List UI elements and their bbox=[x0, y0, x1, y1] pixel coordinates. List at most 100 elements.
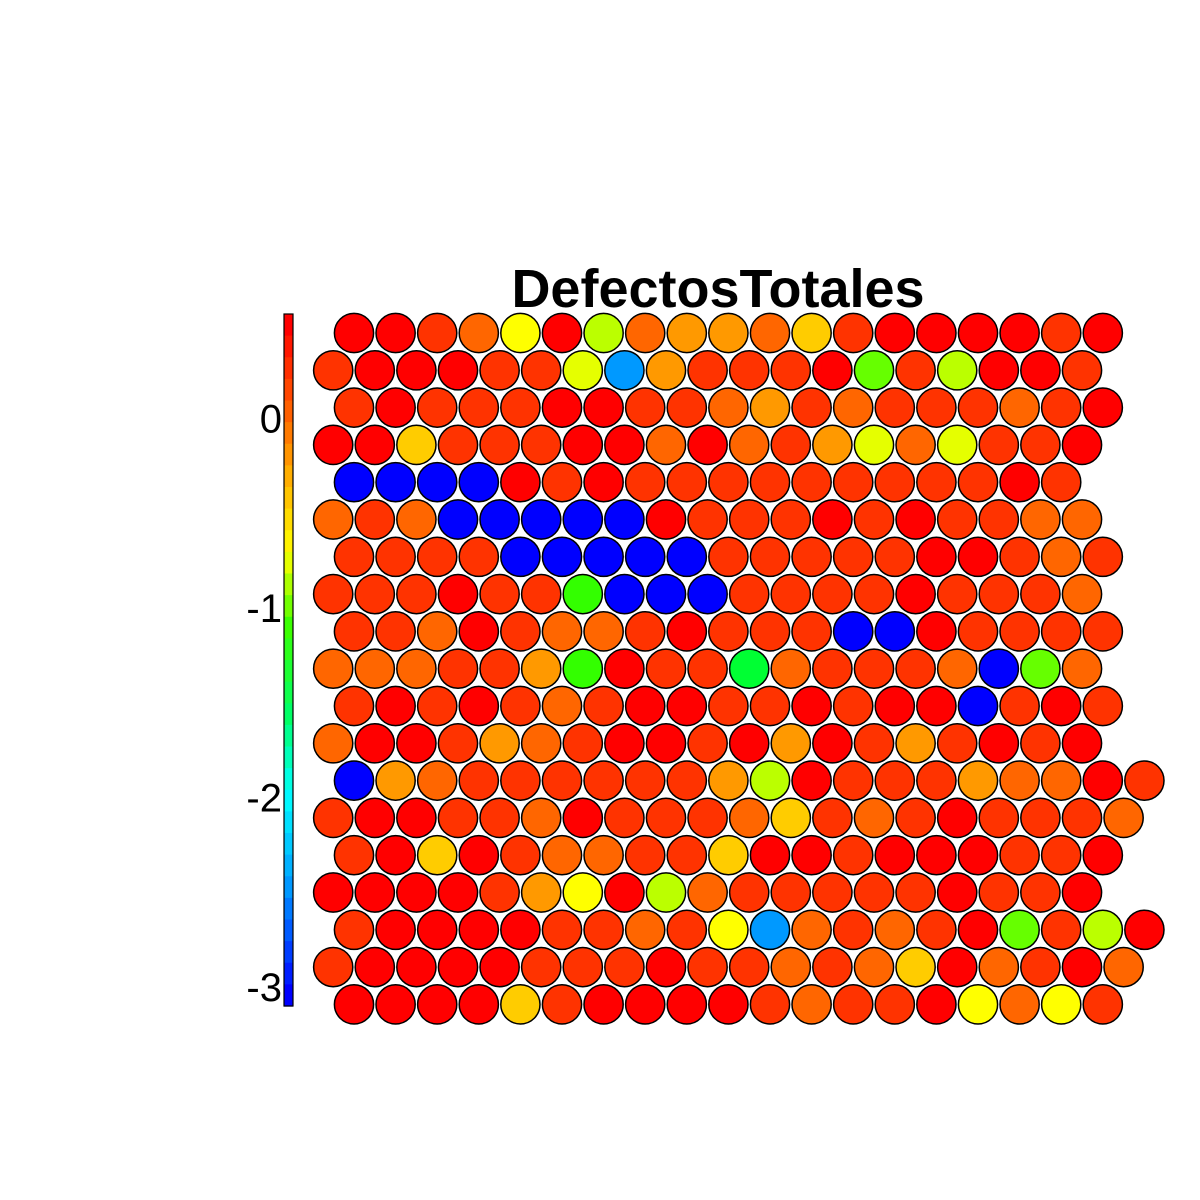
heatmap-cell bbox=[749, 536, 791, 578]
heatmap-cell bbox=[832, 760, 874, 801]
heatmap-cell bbox=[624, 685, 666, 727]
colorbar-segment bbox=[284, 422, 293, 445]
heatmap-cell bbox=[312, 499, 354, 540]
heatmap-cell bbox=[957, 685, 999, 727]
heatmap-cell bbox=[416, 685, 458, 727]
heatmap-cell bbox=[312, 424, 354, 466]
heatmap-cell bbox=[978, 573, 1020, 615]
heatmap-cell bbox=[1040, 536, 1082, 578]
heatmap-cell bbox=[791, 834, 832, 876]
heatmap-cell bbox=[604, 946, 645, 988]
colorbar-segment bbox=[284, 811, 293, 834]
heatmap-cell bbox=[479, 499, 520, 540]
heatmap-cell bbox=[604, 349, 645, 391]
heatmap-cell bbox=[708, 387, 749, 428]
heatmap-cell bbox=[853, 648, 895, 690]
heatmap-cell bbox=[520, 722, 562, 764]
heatmap-cell bbox=[541, 760, 583, 801]
heatmap-cell bbox=[333, 685, 375, 727]
heatmap-cell bbox=[416, 760, 458, 801]
heatmap-cell bbox=[437, 722, 479, 764]
heatmap-cell bbox=[770, 499, 812, 540]
heatmap-cell bbox=[437, 797, 479, 839]
colorbar-segment bbox=[284, 573, 293, 596]
heatmap-cell bbox=[916, 461, 957, 503]
heatmap-cell bbox=[500, 760, 541, 801]
heatmap-cell bbox=[396, 349, 437, 391]
heatmap-cell bbox=[500, 909, 541, 951]
colorbar-segment bbox=[284, 314, 293, 337]
heatmap-cell bbox=[916, 685, 957, 727]
heatmap-cell bbox=[1061, 797, 1103, 839]
heatmap-cell bbox=[354, 349, 396, 391]
heatmap-cell bbox=[458, 834, 500, 876]
heatmap-cell bbox=[604, 573, 645, 615]
colorbar-segment bbox=[284, 335, 293, 358]
heatmap-cell bbox=[375, 685, 416, 727]
heatmap-cell bbox=[375, 387, 416, 428]
colorbar-segment bbox=[284, 638, 293, 661]
heatmap-cell bbox=[375, 984, 416, 1025]
heatmap-cell bbox=[999, 760, 1040, 801]
colorbar-segment bbox=[284, 768, 293, 791]
heatmap-cell bbox=[936, 573, 978, 615]
heatmap-cell bbox=[728, 424, 770, 466]
heatmap-cell bbox=[645, 499, 687, 540]
heatmap-cell bbox=[437, 499, 479, 540]
heatmap-cell bbox=[916, 984, 957, 1025]
heatmap-cell bbox=[832, 685, 874, 727]
heatmap-cell bbox=[562, 946, 604, 988]
heatmap-cell bbox=[978, 722, 1020, 764]
heatmap-cell bbox=[1020, 722, 1061, 764]
heatmap-cell bbox=[916, 834, 957, 876]
heatmap-cell bbox=[770, 424, 812, 466]
heatmap-cell bbox=[416, 312, 458, 354]
heatmap-cell bbox=[375, 909, 416, 951]
heatmap-cell bbox=[728, 573, 770, 615]
heatmap-cell bbox=[541, 312, 583, 354]
heatmap-cell bbox=[708, 312, 749, 354]
heatmap-cell bbox=[562, 872, 604, 913]
colorbar-segment bbox=[284, 530, 293, 553]
heatmap-cell bbox=[749, 760, 791, 801]
heatmap-cell bbox=[957, 760, 999, 801]
heatmap-cell bbox=[1040, 387, 1082, 428]
heatmap-cell bbox=[479, 648, 520, 690]
heatmap-cell bbox=[396, 722, 437, 764]
heatmap-cell bbox=[645, 872, 687, 913]
heatmap-cell bbox=[1082, 909, 1124, 951]
heatmap-cell bbox=[1040, 834, 1082, 876]
heatmap-cell bbox=[604, 648, 645, 690]
heatmap-cell bbox=[333, 387, 375, 428]
heatmap-cell bbox=[333, 984, 375, 1025]
heatmap-cell bbox=[853, 499, 895, 540]
heatmap-cell bbox=[708, 909, 749, 951]
heatmap-cell bbox=[479, 722, 520, 764]
heatmap-cell bbox=[333, 611, 375, 652]
colorbar-segment bbox=[284, 962, 293, 985]
heatmap-cell bbox=[853, 573, 895, 615]
heatmap-cell bbox=[936, 797, 978, 839]
heatmap-cell bbox=[832, 312, 874, 354]
heatmap-cell bbox=[895, 648, 936, 690]
heatmap-cell bbox=[687, 424, 728, 466]
heatmap-cell bbox=[583, 760, 624, 801]
heatmap-cell bbox=[354, 648, 396, 690]
heatmap-cell bbox=[1124, 909, 1165, 951]
heatmap-cell bbox=[624, 834, 666, 876]
heatmap-cell bbox=[416, 536, 458, 578]
colorbar-tick-label: -3 bbox=[246, 966, 282, 1010]
heatmap-cell bbox=[416, 984, 458, 1025]
heatmap-cell bbox=[770, 722, 812, 764]
heatmap-cell bbox=[1061, 946, 1103, 988]
heatmap-cell bbox=[812, 872, 853, 913]
heatmap-cell bbox=[791, 312, 832, 354]
heatmap-cell bbox=[749, 685, 791, 727]
heatmap-cell bbox=[791, 387, 832, 428]
heatmap-cell bbox=[624, 909, 666, 951]
heatmap-cell bbox=[583, 834, 624, 876]
heatmap-cell bbox=[624, 312, 666, 354]
heatmap-cell bbox=[957, 461, 999, 503]
heatmap-cell bbox=[978, 499, 1020, 540]
heatmap-cell bbox=[375, 312, 416, 354]
